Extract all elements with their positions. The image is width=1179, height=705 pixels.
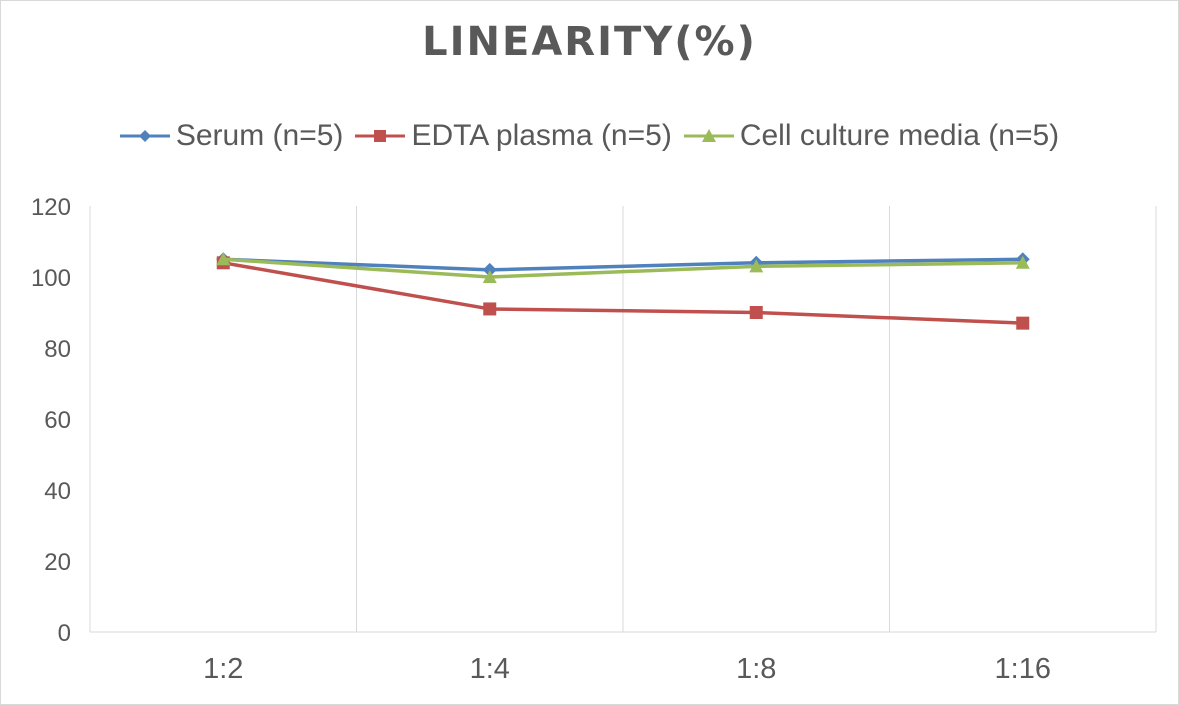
legend-label-cell-culture-media: Cell culture media (n=5)	[739, 119, 1060, 152]
data-point-cell-culture-media	[482, 270, 497, 283]
legend-label-edta-plasma: EDTA plasma (n=5)	[411, 119, 672, 152]
legend-item-cell-culture-media: Cell culture media (n=5)	[683, 119, 1060, 153]
x-tick-label: 1:4	[470, 653, 510, 685]
legend-swatch-cell-culture-media	[683, 129, 734, 142]
data-point-cell-culture-media	[749, 259, 764, 273]
data-point-edta-plasma	[1016, 316, 1030, 330]
y-tick-label: 120	[31, 194, 71, 221]
legend-item-serum: Serum (n=5)	[119, 119, 344, 153]
data-point-serum	[482, 262, 497, 277]
x-tick-label: 1:2	[203, 653, 243, 685]
y-tick-label: 60	[44, 407, 71, 434]
y-tick-label: 40	[44, 478, 71, 505]
legend-label-serum: Serum (n=5)	[175, 119, 344, 152]
legend-swatch-edta-plasma	[355, 130, 406, 142]
y-tick-label: 0	[58, 620, 71, 647]
legend-item-edta-plasma: EDTA plasma (n=5)	[355, 119, 672, 153]
series-line-edta-plasma	[222, 261, 1023, 325]
y-tick-label: 80	[44, 336, 71, 363]
series-line-serum	[223, 257, 1023, 272]
data-point-cell-culture-media	[216, 252, 231, 266]
y-tick-label: 20	[44, 549, 71, 576]
chart-legend: Serum (n=5) EDTA plasma (n=5) Cell cultu…	[1, 119, 1178, 153]
y-tick-label: 100	[31, 265, 71, 292]
x-tick-label: 1:16	[995, 653, 1051, 685]
data-point-cell-culture-media	[1015, 255, 1030, 269]
data-point-edta-plasma	[749, 306, 763, 319]
chart-title: LINEARITY(%)	[422, 19, 757, 65]
series-line-cell-culture-media	[223, 257, 1023, 279]
x-tick-label: 1:8	[736, 653, 776, 685]
data-point-edta-plasma	[483, 302, 497, 316]
legend-swatch-serum	[119, 130, 170, 142]
